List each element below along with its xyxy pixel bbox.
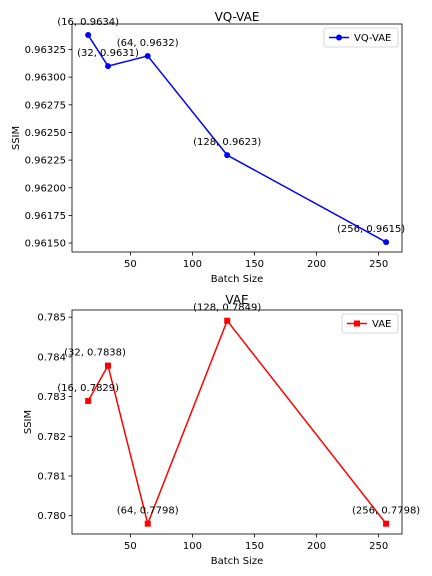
legend-marker bbox=[354, 320, 360, 327]
data-point bbox=[85, 32, 92, 39]
x-tick-label: 250 bbox=[369, 541, 388, 552]
legend-frame bbox=[341, 313, 399, 334]
plot-area-frame bbox=[71, 23, 403, 253]
y-tick-label: 0.96175 bbox=[25, 211, 66, 222]
data-label: (16, 0.9634) bbox=[57, 17, 119, 28]
y-tick-label: 0.96325 bbox=[25, 45, 66, 56]
data-label: (64, 0.9632) bbox=[117, 38, 179, 49]
y-tick-label: 0.96225 bbox=[25, 156, 66, 167]
x-tick-label: 150 bbox=[245, 541, 264, 552]
x-tick-label: 100 bbox=[183, 541, 202, 552]
y-tick-label: 0.785 bbox=[37, 313, 66, 324]
chart-panel-1: VQ-VAE 50 100 150 200 250 0.96150 0.96175 0.9620… bbox=[11, 10, 405, 285]
y-tick-label: 0.96250 bbox=[25, 128, 66, 139]
data-point bbox=[105, 362, 112, 369]
x-tick-label: 100 bbox=[183, 259, 202, 270]
legend-label: VQ-VAE bbox=[354, 33, 391, 44]
x-tick-label: 50 bbox=[124, 541, 137, 552]
chart-panel-2: VAE 50 100 150 200 250 0.780 0.781 0.782 0.783 0.7… bbox=[23, 293, 420, 567]
data-label: (32, 0.7838) bbox=[64, 348, 126, 359]
data-label: (16, 0.7829) bbox=[57, 383, 119, 394]
data-point bbox=[224, 317, 231, 324]
legend-marker bbox=[336, 34, 342, 41]
data-point bbox=[383, 239, 390, 246]
data-label: (64, 0.7798) bbox=[117, 506, 179, 517]
data-point bbox=[85, 397, 92, 404]
data-point bbox=[144, 520, 151, 527]
y-axis-label: SSIM bbox=[11, 126, 22, 150]
x-tick-label: 250 bbox=[369, 259, 388, 270]
data-point bbox=[105, 63, 112, 70]
data-label: (256, 0.9615) bbox=[337, 224, 405, 235]
data-label: (32, 0.9631) bbox=[77, 48, 139, 59]
y-axis-label: SSIM bbox=[23, 410, 34, 434]
chart-title: VAE bbox=[225, 293, 248, 307]
y-tick-label: 0.96275 bbox=[25, 100, 66, 111]
legend: VAE bbox=[341, 313, 399, 334]
y-tick-label: 0.782 bbox=[37, 432, 66, 443]
x-tick-label: 200 bbox=[307, 259, 326, 270]
data-label: (128, 0.7849) bbox=[193, 303, 261, 314]
x-tick-label: 200 bbox=[307, 541, 326, 552]
y-tick-label: 0.781 bbox=[37, 472, 66, 483]
data-point bbox=[144, 52, 151, 59]
x-axis-label: Batch Size bbox=[211, 274, 263, 285]
chart-title: VQ-VAE bbox=[215, 10, 260, 24]
y-tick-label: 0.96150 bbox=[25, 239, 66, 250]
x-tick-label: 50 bbox=[124, 259, 137, 270]
y-tick-label: 0.784 bbox=[37, 352, 66, 363]
plot-area-frame bbox=[71, 309, 403, 535]
legend: VQ-VAE bbox=[323, 27, 399, 48]
x-tick-label: 150 bbox=[245, 259, 264, 270]
data-point bbox=[383, 520, 390, 527]
data-point bbox=[224, 152, 231, 159]
legend-frame bbox=[323, 27, 399, 48]
y-tick-label: 0.96300 bbox=[25, 73, 66, 84]
x-axis-label: Batch Size bbox=[211, 556, 263, 567]
y-tick-label: 0.96200 bbox=[25, 183, 66, 194]
data-label: (128, 0.9623) bbox=[193, 137, 261, 148]
data-label: (256, 0.7798) bbox=[352, 506, 420, 517]
y-tick-label: 0.780 bbox=[37, 511, 66, 522]
series-line bbox=[87, 319, 387, 527]
y-tick-label: 0.783 bbox=[37, 392, 66, 403]
legend-label: VAE bbox=[372, 319, 391, 330]
